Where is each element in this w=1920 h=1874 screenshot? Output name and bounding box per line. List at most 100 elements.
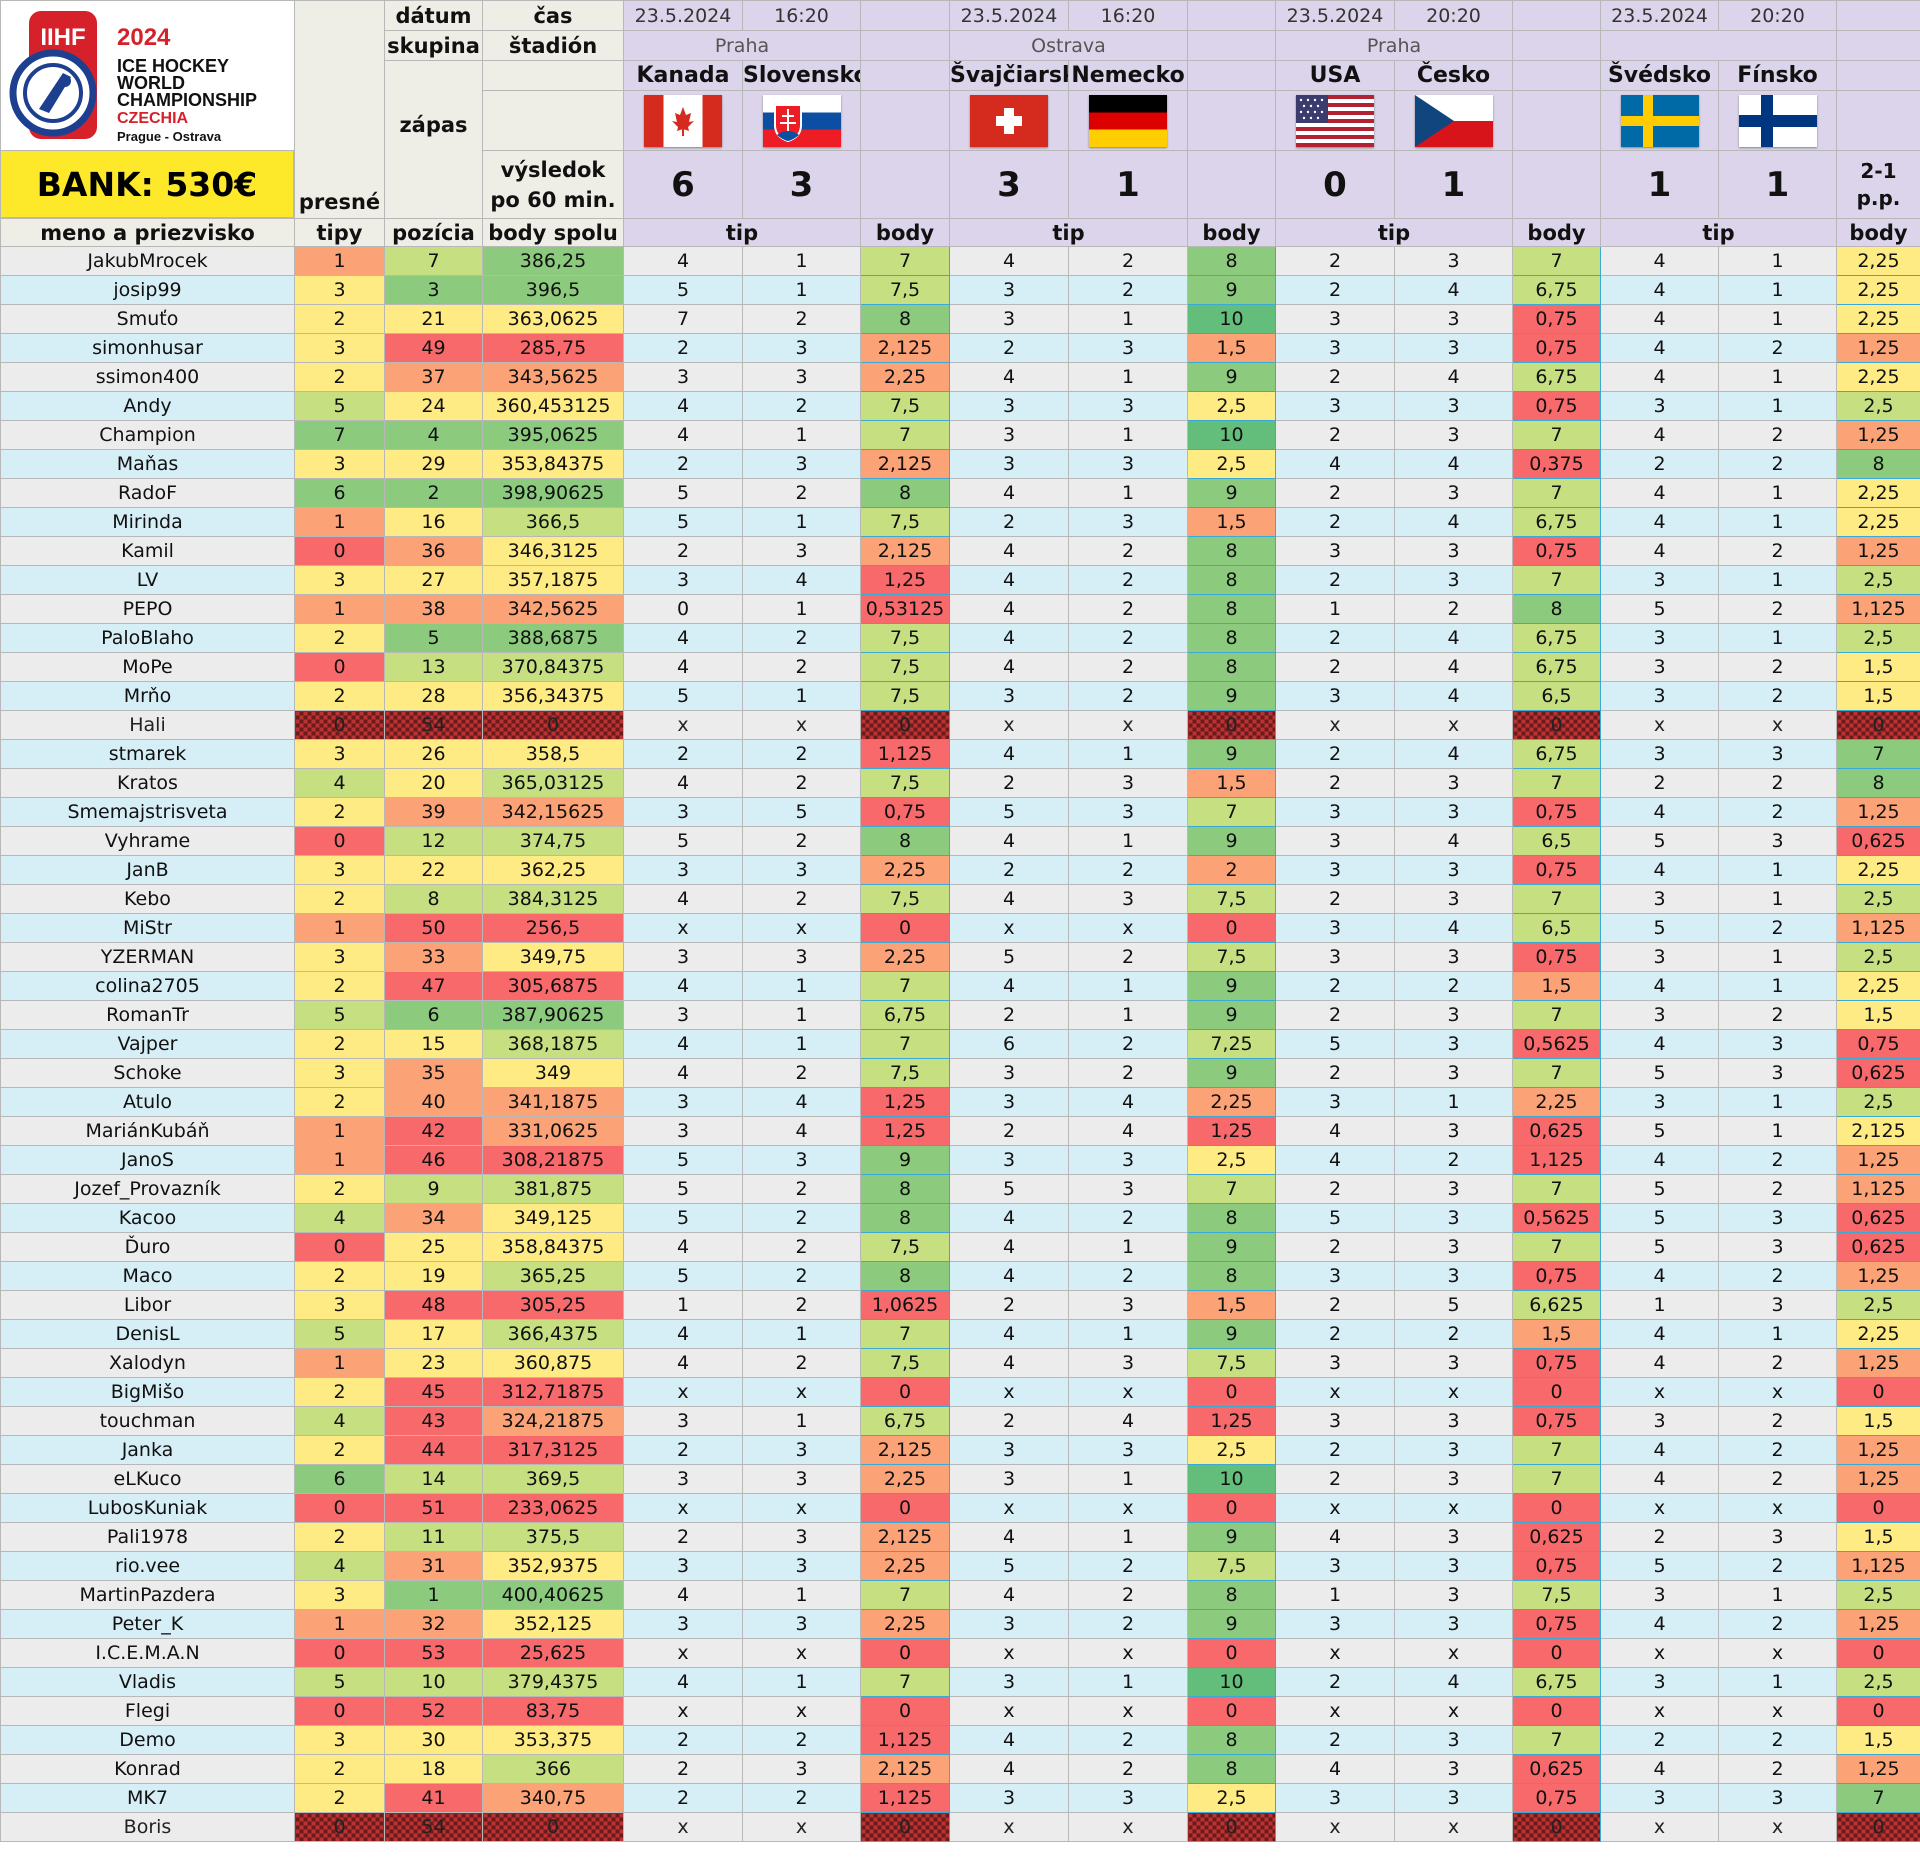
table-row: Schoke 3 35 349 4 2 7,5 3 2 9 2 3 7 5 3 0,625 [0,1058,1920,1088]
m3-tip-home: 3 [1275,304,1395,334]
m1-tip-home: 4 [623,1029,743,1059]
m4-tip-away: 2 [1718,1406,1837,1436]
table-row: eLKuco 6 14 369,5 3 3 2,25 3 1 10 2 3 7 4 2 1,25 [0,1464,1920,1494]
m3-tip-away: 4 [1394,652,1513,682]
body-spolu: 360,875 [482,1348,624,1378]
m4-tip-home: 1 [1600,1290,1719,1320]
m1-tip-home: 4 [623,1058,743,1088]
m2-tip-away: 3 [1068,1145,1188,1175]
m1-tip-away: x [742,710,861,740]
table-row: JakubMrocek 1 7 386,25 4 1 7 4 2 8 2 3 7 4 1 2,25 [0,246,1920,276]
m2-tip-away: 1 [1068,1232,1188,1262]
m3-body: 1,5 [1512,1319,1601,1349]
m3-body: 6,625 [1512,1290,1601,1320]
m1-tip-home: 1 [623,1290,743,1320]
m3-tip-home: 3 [1275,333,1395,363]
m1-tip-away: 2 [742,1232,861,1262]
m4-tip-home: 3 [1600,1667,1719,1697]
body-spolu: 342,5625 [482,594,624,624]
pozicia: 42 [384,1116,483,1146]
m4-tip-away: 2 [1718,1464,1837,1494]
m3-tip-away: 3 [1394,1232,1513,1262]
presne-tipy: 0 [294,1812,385,1842]
m1-tip-home: 4 [623,1580,743,1610]
m4-tip-away: 1 [1718,971,1837,1001]
m1-tip-away: 1 [742,1319,861,1349]
m2-tip-away: 4 [1068,1087,1188,1117]
body-spolu: 285,75 [482,333,624,363]
m1-body: 2,125 [860,1435,950,1465]
m3-body: 0 [1512,1493,1601,1523]
m2-tip-home: x [949,1377,1069,1407]
presne-tipy: 2 [294,1377,385,1407]
m2-body: 7,5 [1187,942,1276,972]
player-name: MartinPazdera [0,1580,295,1610]
body-spolu: 384,3125 [482,884,624,914]
m3-tip-home: 2 [1275,884,1395,914]
m4-tip-home: x [1600,1696,1719,1726]
m4-body: 1,5 [1836,1000,1920,1030]
m2-tip-away: 3 [1068,797,1188,827]
match4-tip-label: tip [1600,218,1837,247]
m3-tip-home: 3 [1275,536,1395,566]
m4-tip-home: x [1600,1638,1719,1668]
table-row: MK7 2 41 340,75 2 2 1,125 3 3 2,5 3 3 0,75 3 3 7 [0,1783,1920,1813]
player-name: JakubMrocek [0,246,295,276]
m1-tip-away: 3 [742,855,861,885]
m4-tip-home: 5 [1600,826,1719,856]
m1-body: 0 [860,1377,950,1407]
m2-tip-home: 5 [949,1174,1069,1204]
m1-tip-home: 5 [623,1203,743,1233]
m1-tip-home: 3 [623,362,743,392]
table-row: Kacoo 4 34 349,125 5 2 8 4 2 8 5 3 0,5625 5 3 0,625 [0,1203,1920,1233]
m1-tip-away: 1 [742,1667,861,1697]
m2-tip-home: 3 [949,1783,1069,1813]
m4-body: 7 [1836,739,1920,769]
m1-tip-away: 2 [742,1174,861,1204]
pozicia: 36 [384,536,483,566]
m4-tip-away: 1 [1718,1580,1837,1610]
m4-body: 1,5 [1836,652,1920,682]
presne-tipy: 6 [294,1464,385,1494]
m4-tip-home: 3 [1600,739,1719,769]
m4-tip-away: 2 [1718,768,1837,798]
m2-tip-home: 5 [949,942,1069,972]
m3-tip-away: 3 [1394,1783,1513,1813]
m3-body: 7 [1512,420,1601,450]
m4-tip-away: 1 [1718,884,1837,914]
m1-tip-home: 3 [623,942,743,972]
body-spolu: 363,0625 [482,304,624,334]
m2-body: 7,5 [1187,1348,1276,1378]
m2-tip-home: 5 [949,1551,1069,1581]
body-spolu: 370,84375 [482,652,624,682]
m4-tip-home: 4 [1600,1464,1719,1494]
m1-body: 7 [860,1580,950,1610]
m3-body: 0,625 [1512,1754,1601,1784]
m1-tip-away: 1 [742,275,861,305]
m4-tip-home: 5 [1600,1174,1719,1204]
m2-tip-home: 4 [949,1319,1069,1349]
m2-body: 9 [1187,739,1276,769]
pozicia: 13 [384,652,483,682]
m3-tip-away: 3 [1394,1348,1513,1378]
body-spolu: 305,25 [482,1290,624,1320]
player-name: eLKuco [0,1464,295,1494]
m3-tip-home: x [1275,1696,1395,1726]
m1-tip-home: 4 [623,420,743,450]
m3-tip-home: 2 [1275,478,1395,508]
presne-tipy: 2 [294,1087,385,1117]
m1-tip-home: 3 [623,1464,743,1494]
body-spolu: 0 [482,710,624,740]
m2-body: 8 [1187,1754,1276,1784]
m1-tip-home: 2 [623,1754,743,1784]
player-name: Kratos [0,768,295,798]
m3-tip-home: 3 [1275,855,1395,885]
m2-tip-away: 1 [1068,478,1188,508]
m2-tip-home: 2 [949,1116,1069,1146]
m4-body: 2,125 [1836,1116,1920,1146]
match3-venue: Praha [1275,30,1513,61]
m4-tip-home: 4 [1600,246,1719,276]
m3-body: 6,75 [1512,652,1601,682]
body-spolu: 374,75 [482,826,624,856]
match2-home-score: 3 [949,150,1069,219]
